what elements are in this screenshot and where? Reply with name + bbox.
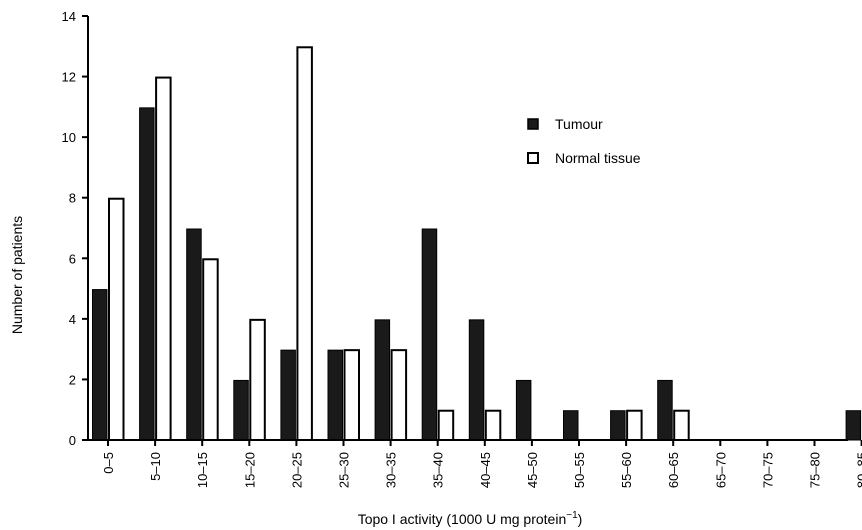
x-tick-label: 60–65 — [666, 452, 681, 488]
y-tick-label: 10 — [62, 130, 76, 145]
legend-label-tumour: Tumour — [555, 116, 603, 132]
tumour-bar — [92, 289, 108, 441]
x-tick-label: 55–60 — [619, 452, 634, 488]
x-axis-label-end: ) — [578, 511, 583, 527]
x-ticks-group: 0–5 5–10 10–15 15–20 20–25 25–30 30–35 35–40 40–… — [101, 440, 862, 488]
normal-tissue-bar — [202, 258, 219, 441]
x-tick-label: 0–5 — [101, 452, 116, 474]
x-tick-label: 5–10 — [148, 452, 163, 481]
x-tick-label: 50–55 — [572, 452, 587, 488]
tumour-bar — [610, 410, 626, 441]
y-ticks-group: 0 2 4 6 8 10 12 14 — [62, 9, 88, 448]
tumour-bar — [421, 228, 438, 441]
normal-tissue-bar — [437, 409, 455, 442]
x-tick-label: 10–15 — [195, 452, 210, 488]
y-tick-label: 12 — [62, 70, 76, 85]
y-tick-label: 8 — [69, 191, 76, 206]
y-tick-label: 6 — [69, 251, 76, 266]
normal-tissue-bar — [108, 197, 125, 441]
tumour-bar — [515, 379, 532, 441]
bars-group — [92, 46, 862, 442]
y-tick-label: 4 — [69, 312, 76, 327]
tumour-bar — [468, 319, 485, 441]
legend-swatch-normal-tissue — [527, 152, 539, 164]
x-tick-label: 30–35 — [384, 452, 399, 488]
tumour-bar — [139, 107, 155, 441]
normal-tissue-bar — [484, 409, 502, 442]
tumour-bar — [374, 319, 391, 441]
x-tick-label: 40–45 — [478, 452, 493, 488]
tumour-bar — [845, 410, 862, 441]
normal-tissue-bar — [249, 318, 266, 442]
legend: Tumour Normal tissue — [527, 116, 641, 166]
tumour-bar — [657, 379, 673, 441]
tumour-bar — [327, 349, 343, 441]
x-tick-label: 70–75 — [760, 452, 775, 488]
x-axis-label: Topo I activity (1000 U mg protein−1) — [358, 510, 583, 527]
axes-group — [87, 16, 848, 441]
tumour-bar — [186, 228, 202, 441]
x-tick-label: 65–70 — [713, 452, 728, 488]
normal-tissue-bar — [626, 409, 643, 442]
tumour-bar — [280, 349, 296, 441]
x-tick-label: 20–25 — [289, 452, 304, 488]
legend-swatch-tumour — [527, 118, 539, 130]
x-axis-label-main: Topo I activity (1000 U mg protein — [358, 511, 567, 527]
x-tick-label: 45–50 — [525, 452, 540, 488]
y-axis-label: Number of patients — [9, 216, 25, 334]
y-tick-label: 0 — [69, 433, 76, 448]
x-tick-label: 80–85 — [855, 452, 862, 488]
x-tick-label: 25–30 — [337, 452, 352, 488]
normal-tissue-bar — [343, 349, 360, 441]
normal-tissue-bar — [155, 76, 172, 441]
tumour-bar — [563, 410, 579, 441]
normal-tissue-bar — [390, 349, 408, 441]
normal-tissue-bar — [296, 46, 313, 442]
x-axis-label-superscript: −1 — [566, 510, 578, 521]
y-tick-label: 14 — [62, 9, 76, 24]
x-tick-label: 15–20 — [242, 452, 257, 488]
legend-label-normal-tissue: Normal tissue — [555, 150, 641, 166]
normal-tissue-bar — [673, 409, 690, 442]
tumour-bar — [233, 379, 249, 441]
y-tick-label: 2 — [69, 372, 76, 387]
x-tick-label: 75–80 — [808, 452, 823, 488]
x-tick-label: 35–40 — [431, 452, 446, 488]
